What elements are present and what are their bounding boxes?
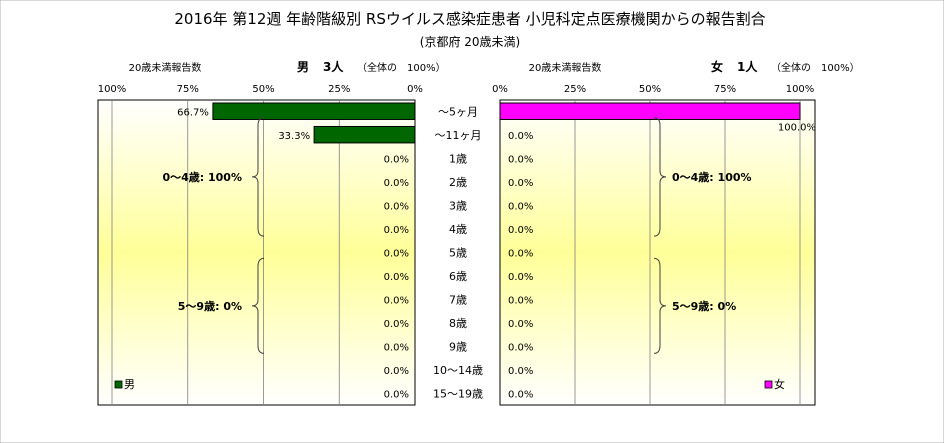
legend-label: 男 (124, 378, 135, 391)
chart-subtitle: (京都府 20歳未満) (420, 34, 520, 49)
x-tick-label: 100% (98, 84, 127, 95)
x-tick-label: 0% (407, 84, 423, 95)
bar-value-label: 0.0% (508, 155, 533, 166)
bar-value-label: 33.3% (278, 131, 310, 142)
bar-value-label: 0.0% (508, 389, 533, 400)
group-label: 0～4歳: 100% (162, 170, 242, 184)
bar-value-label: 0.0% (508, 319, 533, 330)
bar-value-label: 0.0% (384, 272, 409, 283)
group-label: 5～9歳: 0% (672, 299, 736, 313)
age-category-label: 2歳 (449, 176, 467, 189)
age-category-label: 9歳 (449, 340, 467, 353)
legend-swatch (764, 380, 773, 389)
x-tick-label: 75% (714, 84, 736, 95)
age-category-label: 10～14歳 (433, 364, 483, 377)
legend-label: 女 (774, 377, 785, 391)
bar-value-label: 0.0% (384, 225, 409, 236)
age-category-labels: ～5ヶ月 ～11ヶ月 1歳 2歳 3歳 4歳 5歳 6歳 7歳 8歳 9歳 10～14歳 15～19歳 (433, 106, 483, 401)
group-brace (653, 257, 667, 354)
x-tick-label: 25% (328, 84, 350, 95)
legend-swatch (114, 380, 123, 389)
x-tick-label: 50% (639, 84, 661, 95)
bar-value-label: 0.0% (508, 178, 533, 189)
axis-label: 20歳未満報告数 (129, 61, 202, 74)
plot-area (499, 99, 816, 406)
bar-value-label: 0.0% (508, 202, 533, 213)
x-tick-label: 50% (252, 84, 274, 95)
x-tick-label: 100% (786, 84, 815, 95)
age-category-label: 15～19歳 (433, 387, 483, 400)
bar-value-label: 0.0% (384, 342, 409, 353)
age-category-label: ～11ヶ月 (435, 129, 482, 142)
header-sex: 男 (297, 60, 309, 74)
age-category-label: 8歳 (449, 317, 467, 330)
header-total: （全体の 100%） (771, 61, 860, 74)
bar-value-label: 0.0% (384, 249, 409, 260)
age-category-label: 4歳 (449, 223, 467, 236)
group-brace (251, 257, 265, 354)
x-tick-label: 0% (492, 84, 508, 95)
bar-value-label: 0.0% (508, 249, 533, 260)
age-category-label: ～5ヶ月 (438, 106, 478, 119)
bar-value-label: 0.0% (384, 295, 409, 306)
bar-value-label: 0.0% (384, 202, 409, 213)
header-total: （全体の 100%） (357, 61, 446, 74)
bar (499, 102, 801, 120)
bar-value-label: 100.0% (778, 123, 816, 134)
bar-value-label: 0.0% (508, 272, 533, 283)
header-sex: 女 (711, 59, 723, 74)
male-panel: 0%25%50%75%100%20歳未満報告数男 3人 （全体の 100%）66.7… (97, 59, 446, 406)
age-category-label: 5歳 (449, 247, 467, 260)
x-tick-label: 25% (564, 84, 586, 95)
group-brace (251, 117, 265, 237)
header-count: 3人 (323, 59, 344, 74)
chart-title: 2016年 第12週 年齢階級別 RSウイルス感染症患者 小児科定点医療機関から… (174, 10, 765, 28)
bar-value-label: 0.0% (384, 389, 409, 400)
bar-value-label: 0.0% (508, 131, 533, 142)
age-category-label: 1歳 (449, 153, 467, 166)
plot-area (97, 99, 416, 406)
bar-value-label: 0.0% (508, 225, 533, 236)
x-tick-label: 75% (177, 84, 199, 95)
bar-value-label: 0.0% (384, 155, 409, 166)
group-label: 0～4歳: 100% (672, 170, 752, 184)
age-category-label: 3歳 (449, 200, 467, 213)
group-brace (653, 117, 667, 237)
bar-value-label: 0.0% (508, 366, 533, 377)
header-count: 1人 (737, 59, 758, 74)
bar-value-label: 66.7% (177, 108, 209, 119)
age-category-label: 7歳 (449, 293, 467, 306)
axis-label: 20歳未満報告数 (529, 61, 602, 74)
bar-value-label: 0.0% (384, 178, 409, 189)
female-panel: 0% 25% 50% 75% 100%20歳未満報告数女 1人 （全体の 100%）100.… (492, 59, 860, 406)
age-category-label: 6歳 (449, 270, 467, 283)
bar-value-label: 0.0% (508, 342, 533, 353)
bar-value-label: 0.0% (508, 295, 533, 306)
bar (313, 125, 416, 144)
group-label: 5～9歳: 0% (178, 299, 242, 313)
bar-value-label: 0.0% (384, 319, 409, 330)
bar (212, 102, 416, 120)
bar-value-label: 0.0% (384, 366, 409, 377)
